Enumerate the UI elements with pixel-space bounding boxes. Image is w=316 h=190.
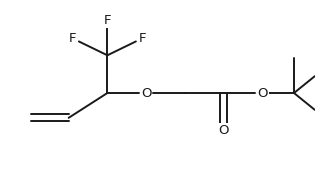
- Text: O: O: [218, 124, 229, 137]
- Text: F: F: [138, 32, 146, 45]
- Text: O: O: [257, 86, 267, 100]
- Text: F: F: [69, 32, 76, 45]
- Text: F: F: [104, 14, 111, 27]
- Text: O: O: [141, 86, 151, 100]
